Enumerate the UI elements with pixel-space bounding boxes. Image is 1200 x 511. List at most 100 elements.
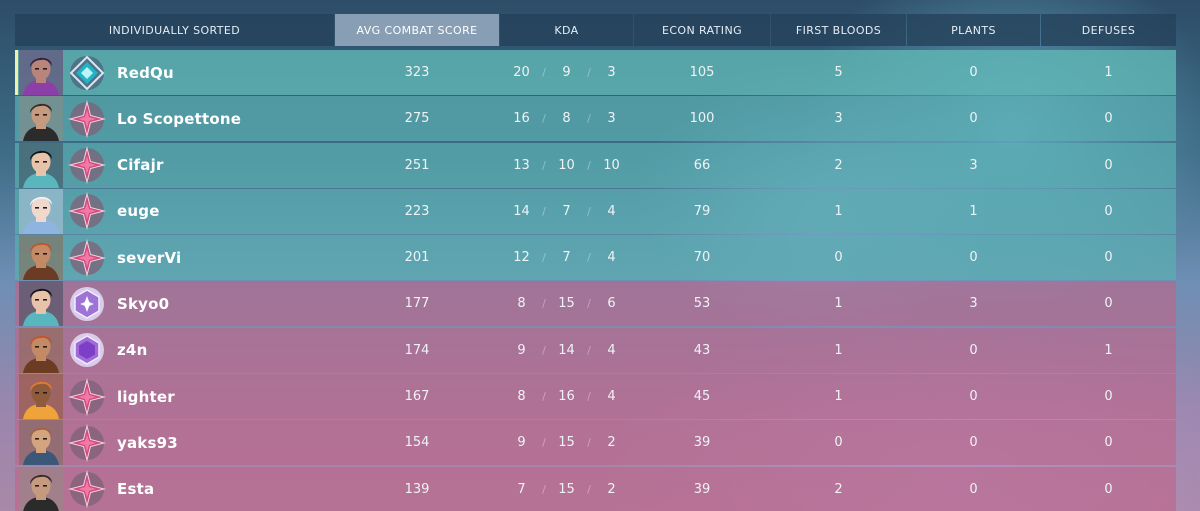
kda-separator: / — [587, 297, 591, 311]
avg-combat-score-value: 167 — [404, 389, 430, 405]
plants-value: 0 — [969, 250, 978, 266]
player-row[interactable]: RedQu 323 20 / 9 / 3 105 5 0 1 — [15, 50, 1176, 95]
player-name[interactable]: lighter — [117, 387, 175, 406]
kda-separator: / — [542, 158, 546, 172]
kda-separator: / — [587, 343, 591, 357]
player-name[interactable]: Skyo0 — [117, 294, 170, 313]
kda-separator: / — [542, 66, 546, 79]
kda-value: 7 / 15 / 2 — [500, 467, 633, 511]
player-name[interactable]: yaks93 — [117, 433, 178, 452]
player-row[interactable]: z4n 174 9 / 14 / 4 43 1 0 1 — [15, 327, 1176, 373]
kda-value: 20 / 9 / 3 — [500, 50, 633, 95]
player-row[interactable]: severVi 201 12 / 7 / 4 70 0 0 0 — [15, 235, 1176, 281]
agent-portrait-chamber-icon — [19, 96, 63, 142]
column-avg-combat-score[interactable]: AVG COMBAT SCORE — [335, 14, 499, 46]
defuses-value: 0 — [1104, 481, 1113, 497]
player-row[interactable]: Skyo0 177 8 / 15 / 6 53 1 3 0 — [15, 281, 1176, 327]
player-cell: Cifajr — [15, 142, 334, 188]
kills-value: 9 — [517, 342, 526, 358]
defuses-value: 0 — [1104, 296, 1113, 312]
column-defuses[interactable]: DEFUSES — [1041, 14, 1176, 46]
column-kda[interactable]: KDA — [500, 14, 633, 46]
scoreboard: INDIVIDUALLY SORTED AVG COMBAT SCORE KDA… — [15, 14, 1176, 511]
kills-value: 16 — [513, 111, 530, 127]
player-row[interactable]: euge 223 14 / 7 / 4 79 1 1 0 — [15, 188, 1176, 234]
player-name[interactable]: euge — [117, 202, 160, 221]
deaths-value: 8 — [562, 111, 571, 127]
agent-portrait-sage-icon — [19, 281, 63, 327]
column-econ-rating[interactable]: ECON RATING — [634, 14, 770, 46]
deaths-value: 9 — [562, 65, 571, 80]
player-name[interactable]: severVi — [117, 248, 182, 267]
player-cell: Esta — [15, 466, 334, 511]
kills-value: 13 — [513, 157, 530, 173]
econ-rating-value: 39 — [693, 435, 711, 451]
first-bloods-value: 1 — [834, 203, 843, 219]
kills-value: 7 — [517, 481, 526, 497]
player-row[interactable]: Cifajr 251 13 / 10 / 10 66 2 3 0 — [15, 142, 1176, 188]
unranked-star-icon — [65, 96, 109, 141]
agent-portrait-brimstone-icon — [19, 235, 63, 281]
plants-value: 0 — [969, 389, 978, 405]
kda-value: 9 / 15 / 2 — [500, 420, 633, 465]
kda-separator: / — [587, 482, 591, 496]
deaths-value: 15 — [558, 481, 575, 497]
avg-combat-score-value: 223 — [404, 203, 430, 219]
scoreboard-header: INDIVIDUALLY SORTED AVG COMBAT SCORE KDA… — [15, 14, 1176, 46]
kills-value: 20 — [513, 65, 530, 80]
column-first-bloods[interactable]: FIRST BLOODS — [771, 14, 906, 46]
player-cell: yaks93 — [15, 420, 334, 466]
player-name[interactable]: Cifajr — [117, 156, 164, 175]
player-name[interactable]: RedQu — [117, 63, 174, 82]
player-row[interactable]: lighter 167 8 / 16 / 4 45 1 0 0 — [15, 374, 1176, 420]
defuses-value: 1 — [1104, 65, 1113, 80]
player-name[interactable]: Lo Scopettone — [117, 109, 242, 128]
plants-value: 0 — [969, 435, 978, 451]
econ-rating-value: 39 — [693, 481, 711, 497]
first-bloods-value: 2 — [834, 157, 843, 173]
deaths-value: 14 — [558, 342, 575, 358]
defuses-value: 0 — [1104, 389, 1113, 405]
player-name[interactable]: Esta — [117, 480, 155, 499]
avg-combat-score-value: 275 — [404, 111, 430, 127]
kda-separator: / — [542, 112, 546, 126]
first-bloods-value: 1 — [834, 296, 843, 312]
assists-value: 2 — [607, 435, 616, 451]
player-row[interactable]: yaks93 154 9 / 15 / 2 39 0 0 0 — [15, 420, 1176, 466]
defuses-value: 0 — [1104, 111, 1113, 127]
agent-portrait-chamber-icon — [19, 466, 63, 511]
player-row[interactable]: Esta 139 7 / 15 / 2 39 2 0 0 — [15, 466, 1176, 511]
player-name[interactable]: z4n — [117, 341, 148, 360]
kda-value: 9 / 14 / 4 — [500, 328, 633, 373]
kda-separator: / — [587, 436, 591, 450]
assists-value: 3 — [607, 65, 616, 80]
defuses-value: 0 — [1104, 250, 1113, 266]
column-individually-sorted[interactable]: INDIVIDUALLY SORTED — [15, 14, 334, 46]
plants-value: 3 — [969, 296, 978, 312]
player-row[interactable]: Lo Scopettone 275 16 / 8 / 3 100 3 0 0 — [15, 96, 1176, 142]
assists-value: 6 — [607, 296, 616, 312]
unranked-star-icon — [65, 467, 109, 511]
kda-separator: / — [587, 66, 591, 79]
deaths-value: 10 — [558, 157, 575, 173]
kills-value: 9 — [517, 435, 526, 451]
assists-value: 4 — [607, 250, 616, 266]
first-bloods-value: 5 — [834, 65, 843, 80]
kda-separator: / — [587, 158, 591, 172]
avg-combat-score-value: 251 — [404, 157, 430, 173]
econ-rating-value: 43 — [693, 342, 711, 358]
plants-value: 0 — [969, 111, 978, 127]
player-cell: z4n — [15, 327, 334, 373]
column-plants[interactable]: PLANTS — [907, 14, 1040, 46]
kda-separator: / — [542, 482, 546, 496]
econ-rating-value: 70 — [693, 250, 711, 266]
first-bloods-value: 1 — [834, 342, 843, 358]
immortal-rank-icon — [65, 328, 109, 373]
plants-value: 1 — [969, 203, 978, 219]
player-cell: Lo Scopettone — [15, 96, 334, 142]
defuses-value: 0 — [1104, 157, 1113, 173]
player-cell: RedQu — [15, 50, 334, 95]
avg-combat-score-value: 174 — [404, 342, 430, 358]
first-bloods-value: 1 — [834, 389, 843, 405]
avg-combat-score-value: 201 — [404, 250, 430, 266]
